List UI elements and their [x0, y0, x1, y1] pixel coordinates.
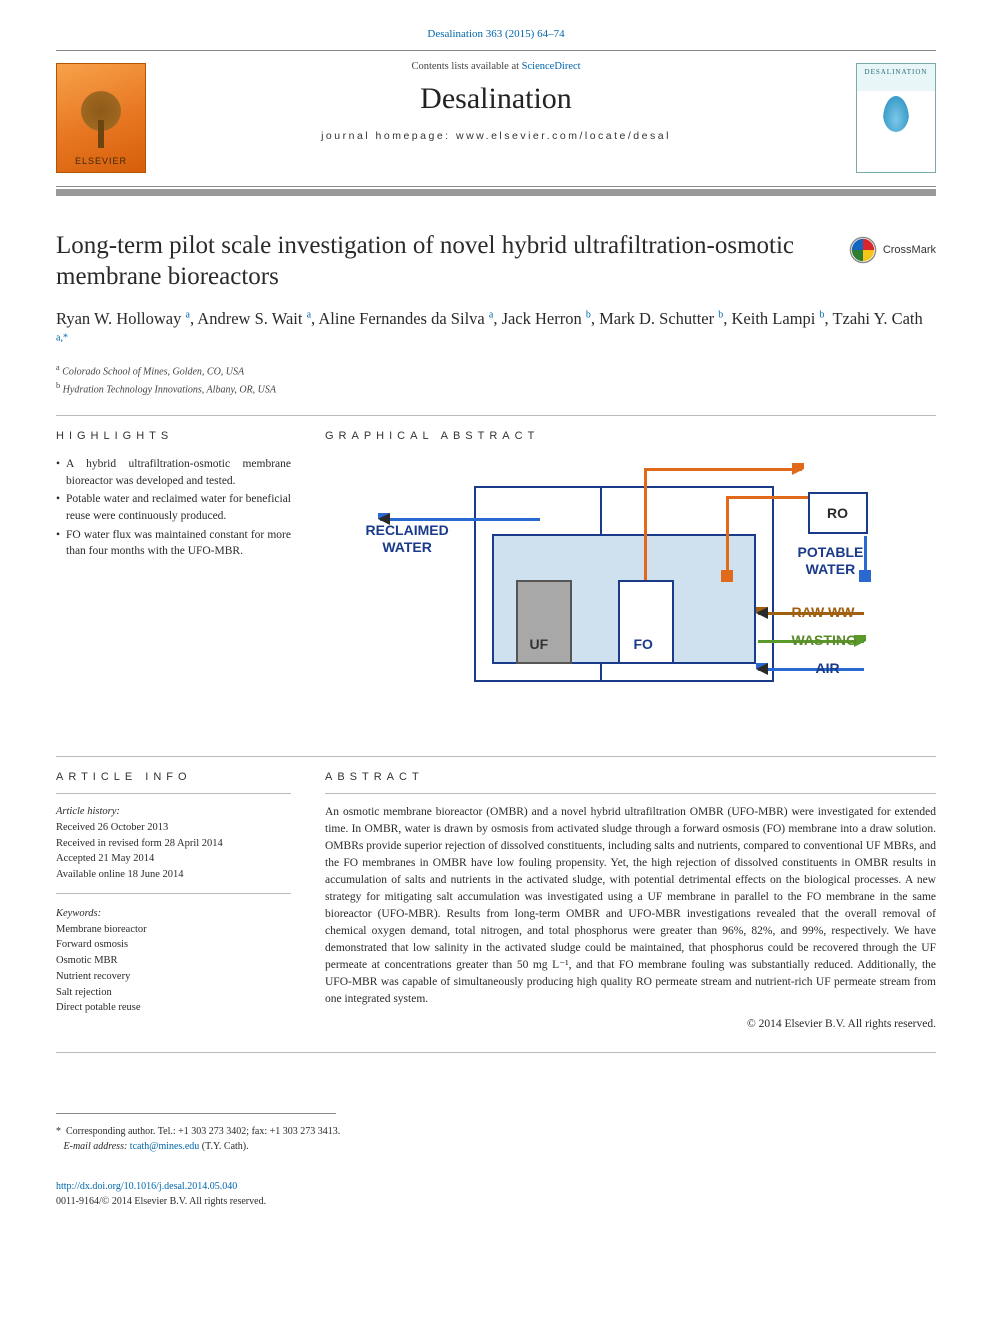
affiliation: b Hydration Technology Innovations, Alba…: [56, 380, 936, 397]
issn-line: 0011-9164/© 2014 Elsevier B.V. All right…: [56, 1196, 266, 1207]
authors: Ryan W. Holloway a, Andrew S. Wait a, Al…: [56, 307, 936, 355]
gabs-uf-label: UF: [530, 636, 549, 652]
graphical-abstract-label: GRAPHICAL ABSTRACT: [325, 430, 936, 442]
abstract-label: ABSTRACT: [325, 771, 936, 783]
journal-header: ELSEVIER Contents lists available at Sci…: [56, 50, 936, 180]
copyright-line: © 2014 Elsevier B.V. All rights reserved…: [325, 1018, 936, 1030]
gabs-reclaimed-label: RECLAIMEDWATER: [366, 522, 449, 556]
citation-line: Desalination 363 (2015) 64–74: [56, 28, 936, 40]
corresponding-author: * Corresponding author. Tel.: +1 303 273…: [56, 1124, 936, 1154]
gabs-potable-label: POTABLEWATER: [798, 544, 864, 578]
homepage-url[interactable]: www.elsevier.com/locate/desal: [456, 130, 671, 142]
sciencedirect-link[interactable]: ScienceDirect: [522, 61, 581, 72]
email-label: E-mail address:: [64, 1141, 128, 1152]
keyword: Osmotic MBR: [56, 953, 291, 969]
contents-prefix: Contents lists available at: [411, 61, 521, 72]
header-rule-thick: [56, 189, 936, 196]
corr-line: Corresponding author. Tel.: +1 303 273 3…: [66, 1126, 340, 1137]
keyword: Forward osmosis: [56, 937, 291, 953]
elsevier-wordmark: ELSEVIER: [75, 156, 127, 166]
doi-block: http://dx.doi.org/10.1016/j.desal.2014.0…: [56, 1180, 936, 1209]
rule-below-abstract: [56, 1052, 936, 1053]
gabs-ro-label: RO: [827, 505, 848, 521]
journal-homepage: journal homepage: www.elsevier.com/locat…: [156, 130, 836, 142]
footnote-rule: [56, 1113, 336, 1114]
article-info: Article history: Received 26 October 201…: [56, 804, 291, 1016]
gabs-fo-label: FO: [634, 636, 653, 652]
article-info-label: ARTICLE INFO: [56, 771, 291, 783]
arrow-air-in: [758, 668, 864, 671]
crossmark-icon: [849, 236, 877, 264]
elsevier-tree-icon: [71, 90, 131, 150]
abstract-rule: [325, 793, 936, 794]
rule-above-info: [56, 756, 936, 757]
header-rule-thin: [56, 186, 936, 187]
arrow-ro-return-h: [726, 496, 808, 499]
info-rule-2: [56, 893, 291, 894]
article-title: Long-term pilot scale investigation of n…: [56, 230, 796, 293]
arrow-reclaimed-out: [380, 518, 540, 521]
keywords-label: Keywords:: [56, 906, 291, 922]
water-drop-icon: [883, 96, 909, 132]
keyword: Membrane bioreactor: [56, 922, 291, 938]
gabs-ro-box: RO: [808, 492, 868, 534]
affiliation: a Colorado School of Mines, Golden, CO, …: [56, 362, 936, 379]
corr-mark: *: [56, 1126, 61, 1137]
history-line: Received in revised form 28 April 2014: [56, 836, 291, 852]
keyword: Nutrient recovery: [56, 969, 291, 985]
citation-link[interactable]: Desalination 363 (2015) 64–74: [427, 28, 564, 40]
keyword: Salt rejection: [56, 985, 291, 1001]
crossmark-label: CrossMark: [883, 244, 936, 256]
gabs-wasting-label: WASTING: [792, 632, 857, 648]
arrow-to-ro: [644, 468, 802, 471]
rule-above-highlights: [56, 415, 936, 416]
history-line: Available online 18 June 2014: [56, 867, 291, 883]
crossmark-badge[interactable]: CrossMark: [849, 236, 936, 264]
journal-cover-thumb: DESALINATION: [856, 63, 936, 173]
graphical-abstract-figure: RO: [366, 456, 896, 716]
history-label: Article history:: [56, 804, 291, 820]
elsevier-logo: ELSEVIER: [56, 63, 146, 173]
history-line: Received 26 October 2013: [56, 820, 291, 836]
highlights-list: A hybrid ultrafiltration-osmotic membran…: [56, 456, 291, 560]
arrow-potable-down: [864, 536, 867, 580]
keyword: Direct potable reuse: [56, 1000, 291, 1016]
highlight-item: FO water flux was maintained constant fo…: [56, 527, 291, 560]
history-line: Accepted 21 May 2014: [56, 851, 291, 867]
cover-title: DESALINATION: [865, 68, 928, 76]
abstract-text: An osmotic membrane bioreactor (OMBR) an…: [325, 804, 936, 1008]
doi-link[interactable]: http://dx.doi.org/10.1016/j.desal.2014.0…: [56, 1181, 237, 1192]
highlights-label: HIGHLIGHTS: [56, 430, 291, 442]
arrow-ro-return: [726, 496, 729, 580]
highlight-item: Potable water and reclaimed water for be…: [56, 491, 291, 524]
arrow-potable-stub: [864, 536, 867, 539]
homepage-prefix: journal homepage:: [321, 130, 456, 142]
affiliations: a Colorado School of Mines, Golden, CO, …: [56, 362, 936, 397]
journal-name: Desalination: [156, 82, 836, 116]
contents-line: Contents lists available at ScienceDirec…: [156, 61, 836, 72]
info-rule: [56, 793, 291, 794]
arrow-fo-up: [644, 468, 647, 580]
gabs-rawww-label: RAW WW: [792, 604, 855, 620]
corr-email-link[interactable]: tcath@mines.edu: [130, 1141, 199, 1152]
gabs-air-label: AIR: [816, 660, 840, 676]
corr-email-suffix: (T.Y. Cath).: [202, 1141, 249, 1152]
highlight-item: A hybrid ultrafiltration-osmotic membran…: [56, 456, 291, 489]
